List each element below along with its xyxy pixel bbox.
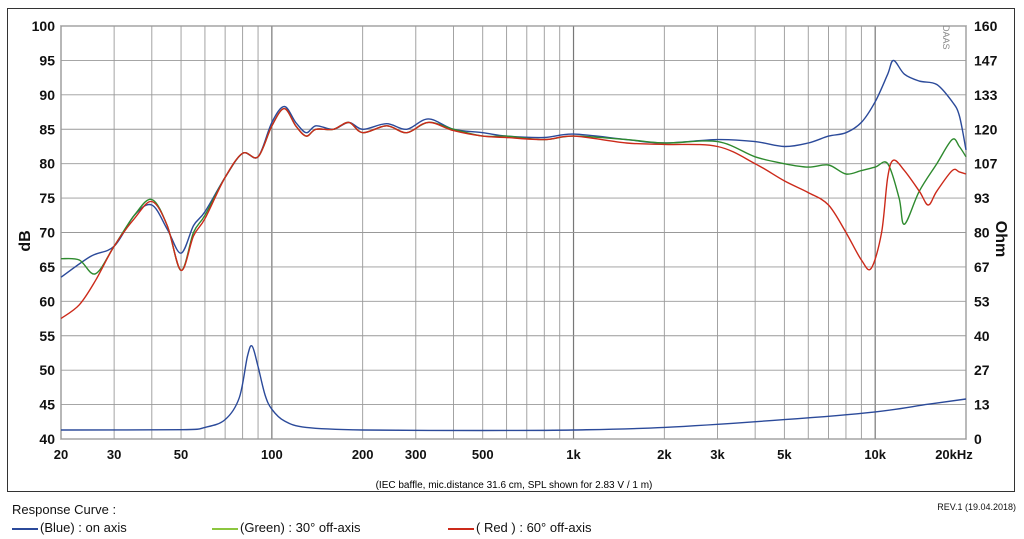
y-tick-label-left: 70 [39, 225, 55, 241]
y-tick-label-right: 53 [974, 293, 990, 309]
series-line-blue-on-axis [60, 59, 967, 278]
chart-curves [60, 59, 967, 432]
legend-label-blue: (Blue) : on axis [40, 520, 127, 535]
y-tick-label-left: 50 [39, 362, 55, 378]
frequency-response-chart: 40 45 50 55 60 65 70 75 80 85 90 95 100 0 13 27 40 53 67 80… [17, 18, 1009, 491]
legend-swatch-green [212, 527, 238, 530]
revision-label: REV.1 (19.04.2018) [937, 502, 1016, 512]
series-line-red-60-off-axis [60, 107, 967, 320]
x-tick-label: 20 [54, 447, 68, 462]
y-tick-label-right: 147 [974, 52, 998, 68]
y-tick-label-left: 75 [39, 190, 55, 206]
x-tick-label: 30 [107, 447, 121, 462]
x-tick-label: 10k [864, 447, 886, 462]
chart-ticks: 40 45 50 55 60 65 70 75 80 85 90 95 100 0 13 27 40 53 67 80… [32, 18, 998, 462]
chart-frame: 40 45 50 55 60 65 70 75 80 85 90 95 100 0 13 27 40 53 67 80… [7, 8, 1015, 492]
x-tick-label: 50 [174, 447, 188, 462]
y-tick-label-right: 27 [974, 362, 990, 378]
legend-title: Response Curve : [12, 502, 117, 517]
legend: Response Curve : (Blue) : on axis (Green… [12, 500, 1012, 538]
y-tick-label-left: 65 [39, 259, 55, 275]
y-tick-label-left: 95 [39, 52, 55, 68]
x-tick-label: 2k [657, 447, 672, 462]
legend-swatch-blue [12, 527, 38, 530]
x-tick-label: 20kHz [935, 447, 973, 462]
y-tick-label-left: 60 [39, 293, 55, 309]
y-tick-label-right: 13 [974, 397, 990, 413]
x-tick-label: 3k [710, 447, 725, 462]
legend-label-green: (Green) : 30° off-axis [240, 520, 361, 535]
legend-item-blue: (Blue) : on axis [12, 520, 127, 535]
y-tick-label-right: 93 [974, 190, 990, 206]
y-tick-label-right: 160 [974, 18, 998, 34]
y-tick-label-left: 45 [39, 397, 55, 413]
x-tick-label: 1k [566, 447, 581, 462]
x-tick-label: 300 [405, 447, 427, 462]
y-tick-label-left: 80 [39, 156, 55, 172]
y-tick-label-left: 40 [39, 431, 55, 447]
legend-swatch-red [448, 527, 474, 530]
series-line-impedance [60, 345, 967, 432]
legend-item-green: (Green) : 30° off-axis [212, 520, 361, 535]
legend-item-red: ( Red ) : 60° off-axis [448, 520, 592, 535]
watermark: DAAS [941, 25, 951, 50]
y-tick-label-right: 107 [974, 156, 998, 172]
y-tick-label-right: 40 [974, 328, 990, 344]
chart-annotation: (IEC baffle, mic.distance 31.6 cm, SPL s… [376, 480, 653, 491]
x-tick-label: 200 [352, 447, 374, 462]
legend-label-red: ( Red ) : 60° off-axis [476, 520, 592, 535]
y-tick-label-right: 133 [974, 87, 998, 103]
x-tick-label: 100 [261, 447, 283, 462]
chart-grid [60, 25, 967, 440]
y-tick-label-right: 120 [974, 121, 998, 137]
y-tick-label-right: 0 [974, 431, 982, 447]
y-tick-label-right: 80 [974, 225, 990, 241]
x-tick-label: 5k [777, 447, 792, 462]
y-tick-label-left: 90 [39, 87, 55, 103]
y-tick-label-left: 100 [32, 18, 56, 34]
y-tick-label-left: 85 [39, 121, 55, 137]
y-axis-label-right: Ohm [992, 221, 1009, 257]
y-tick-label-left: 55 [39, 328, 55, 344]
x-tick-label: 500 [472, 447, 494, 462]
y-axis-label-left: dB [17, 230, 34, 251]
y-tick-label-right: 67 [974, 259, 990, 275]
